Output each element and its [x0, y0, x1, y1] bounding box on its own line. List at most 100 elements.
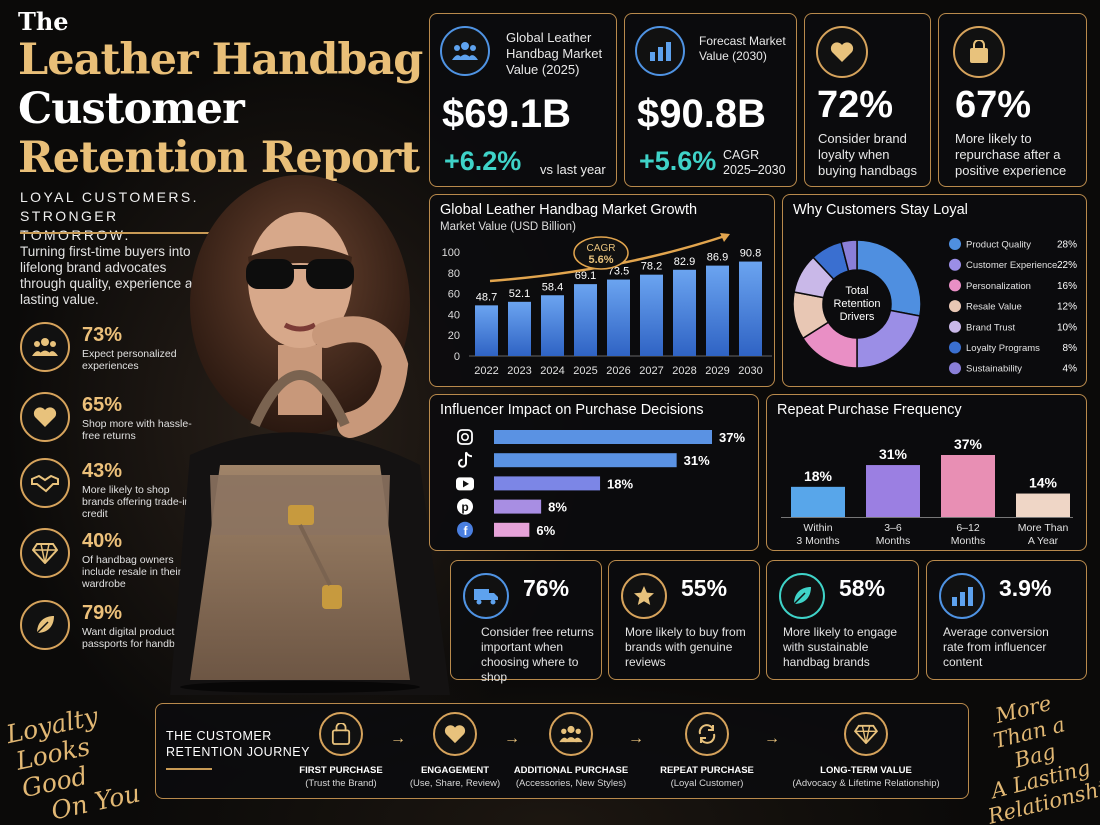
influencer-chart-panel: Influencer Impact on Purchase Decisions …	[429, 394, 759, 551]
market-value-card: Global Leather Handbag Market Value (202…	[429, 13, 617, 187]
x-tick-label: 2028	[672, 365, 696, 377]
left-stat-passports: 79% Want digital product passports for h…	[20, 600, 192, 654]
bar-value-label: 73.5	[608, 266, 629, 278]
stat-label: Want digital product passports for handb…	[82, 626, 192, 650]
x-tick-label: 3 Months	[796, 535, 839, 547]
legend-swatch	[949, 258, 961, 271]
card-value: $69.1B	[442, 92, 571, 136]
cagr-period: 2025–2030	[723, 163, 786, 177]
x-tick-label: 2023	[507, 365, 531, 377]
legend-value: 16%	[1057, 281, 1077, 292]
heart-icon	[433, 712, 477, 756]
bar	[574, 284, 597, 356]
retention-journey-panel: THE CUSTOMER RETENTION JOURNEY FIRST PUR…	[155, 703, 969, 799]
people-icon	[440, 26, 490, 76]
bar-value-label: 6%	[536, 523, 555, 538]
x-tick-label: 2029	[705, 365, 729, 377]
tagline-line-1: LOYAL CUSTOMERS.	[20, 189, 199, 205]
step-title: FIRST PURCHASE	[299, 765, 383, 776]
reviews-card: 55% More likely to buy from brands with …	[608, 560, 760, 680]
tiktok-icon-note	[458, 451, 473, 468]
pie-slice	[840, 239, 858, 272]
donut-center	[824, 271, 890, 337]
legend-swatch	[949, 300, 961, 313]
loyalty-drivers-panel: Why Customers Stay Loyal Total Retention D…	[782, 194, 1087, 387]
pinterest-icon-glyph: p	[461, 500, 468, 514]
bar	[791, 486, 845, 517]
left-stat-trade-in: 43% More likely to shop brands offering …	[20, 458, 190, 520]
heart-icon	[816, 26, 868, 78]
x-tick-label: 2026	[606, 365, 630, 377]
arrow-right-icon: →	[504, 730, 520, 747]
legend-value: 4%	[1063, 364, 1078, 375]
journey-title-line-2: RETENTION JOURNEY	[166, 745, 310, 759]
conversion-card: 3.9% Average conversion rate from influe…	[926, 560, 1087, 680]
repeat-frequency-panel: Repeat Purchase Frequency 18% Within 3 Mon…	[766, 394, 1087, 551]
legend-value: 10%	[1057, 322, 1077, 333]
legend-label: Resale Value	[966, 302, 1022, 313]
stat-value: 55%	[681, 575, 728, 601]
stat-label: Average conversion rate from influencer …	[943, 625, 1049, 669]
bar-value-label: 90.8	[740, 248, 761, 260]
journey-step-engagement: ENGAGEMENT (Use, Share, Review)	[380, 712, 530, 789]
diamond-icon	[844, 712, 888, 756]
cagr-badge	[573, 236, 629, 270]
left-stat-returns: 65% Shop more with hassle-free returns	[20, 392, 192, 446]
heart-icon	[20, 392, 70, 442]
arrow-head-icon	[720, 233, 730, 242]
x-tick-label: 2025	[573, 365, 597, 377]
pinterest-icon-disc	[457, 498, 473, 515]
legend-swatch	[949, 238, 961, 250]
bar	[494, 453, 677, 468]
card-value: $90.8B	[637, 92, 766, 136]
x-tick-label: 3–6	[884, 522, 902, 534]
bar-value-label: 14%	[1029, 475, 1058, 491]
bar	[494, 522, 530, 537]
legend-value: 8%	[1063, 343, 1078, 354]
bar-value-label: 37%	[719, 430, 745, 445]
step-subtitle: (Use, Share, Review)	[409, 778, 501, 789]
journey-step-repeat-purchase: REPEAT PURCHASE (Loyal Customer)	[632, 712, 782, 789]
bag-icon	[953, 26, 1005, 78]
chart-title: Influencer Impact on Purchase Decisions	[440, 402, 704, 418]
cagr-label: CAGR	[723, 148, 760, 162]
bar	[494, 499, 542, 514]
sustainable-card: 58% More likely to engage with sustainab…	[766, 560, 919, 680]
x-tick-label: 6–12	[956, 522, 980, 534]
card-label: Global Leather Handbag Market Value (202…	[506, 30, 603, 77]
bar	[494, 476, 601, 491]
journey-title-line-1: THE CUSTOMER	[166, 729, 272, 743]
journey-step-first-purchase: FIRST PURCHASE (Trust the Brand)	[266, 712, 416, 789]
step-title: LONG-TERM VALUE	[820, 765, 912, 776]
step-title: ADDITIONAL PURCHASE	[513, 765, 629, 776]
people-icon	[549, 712, 593, 756]
legend-label: Product Quality	[966, 240, 1031, 251]
youtube-icon-play	[463, 480, 469, 488]
forecast-card: Forecast Market Value (2030) $90.8B +5.6…	[624, 13, 797, 187]
stat-value: 79%	[82, 602, 123, 624]
stat-label: More likely to shop brands offering trad…	[82, 484, 191, 520]
loyalty-card: 72% Consider brand loyalty when buying h…	[804, 13, 931, 187]
y-tick-label: 60	[448, 289, 460, 301]
card-label: Forecast Market Value (2030)	[699, 34, 786, 63]
bar	[508, 301, 531, 356]
bar-value-label: 52.1	[509, 288, 530, 300]
handshake-icon	[20, 458, 70, 508]
step-subtitle: (Advocacy & Lifetime Relationship)	[792, 778, 940, 789]
x-tick-label: 2030	[738, 365, 762, 377]
bar-value-label: 37%	[954, 436, 983, 452]
step-subtitle: (Accessories, New Styles)	[515, 778, 627, 789]
market-growth-chart: 0 20 40 60 80 100 48.7 2022 52.1 2023 58.4 2024 69.1…	[442, 233, 772, 377]
chart-subtitle: Market Value (USD Billion)	[440, 221, 576, 233]
tagline-line-2: STRONGER TOMORROW.	[20, 208, 131, 243]
stat-value: 3.9%	[999, 575, 1052, 601]
card-change-note: vs last year	[540, 162, 606, 177]
stat-value: 76%	[523, 575, 570, 601]
x-tick-label: Months	[876, 535, 910, 547]
bar	[607, 279, 630, 356]
star-icon	[621, 573, 667, 619]
y-tick-label: 20	[448, 330, 460, 342]
step-subtitle: (Loyal Customer)	[670, 778, 744, 789]
chart-title: Repeat Purchase Frequency	[777, 402, 962, 418]
